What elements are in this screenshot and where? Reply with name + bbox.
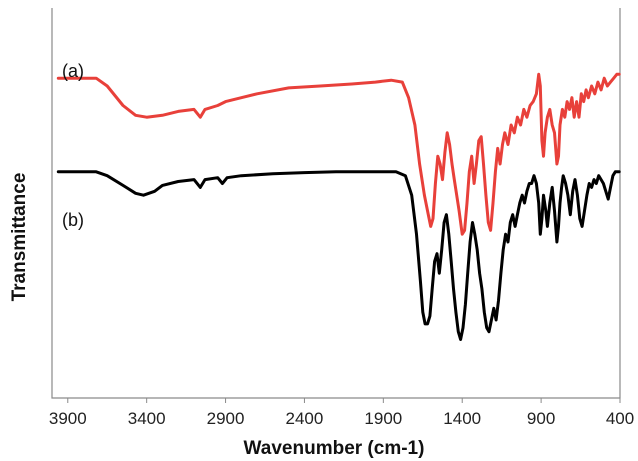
x-tick-label: 3900 bbox=[49, 409, 87, 428]
series-label-a: (a) bbox=[62, 61, 84, 81]
series-line-a bbox=[56, 72, 621, 236]
axis-line bbox=[51, 8, 621, 399]
x-axis-title: Wavenumber (cm-1) bbox=[244, 438, 425, 459]
x-tick-label: 3400 bbox=[128, 409, 166, 428]
series-labels: (a) (b) bbox=[62, 61, 84, 230]
series-label-b: (b) bbox=[62, 210, 84, 230]
x-tick-label: 400 bbox=[606, 409, 634, 428]
plot-frame bbox=[51, 8, 621, 399]
series-line-b bbox=[56, 170, 621, 341]
x-tick-label: 1400 bbox=[443, 409, 481, 428]
x-tick-label: 2400 bbox=[286, 409, 324, 428]
series-layer bbox=[56, 72, 621, 341]
x-tick-label: 900 bbox=[527, 409, 555, 428]
x-axis-ticks: 3900 3400 2900 2400 1900 1400 900 400 bbox=[49, 398, 634, 428]
y-axis-title: Transmittance bbox=[9, 173, 30, 302]
x-tick-label: 2900 bbox=[207, 409, 245, 428]
x-tick-label: 1900 bbox=[364, 409, 402, 428]
